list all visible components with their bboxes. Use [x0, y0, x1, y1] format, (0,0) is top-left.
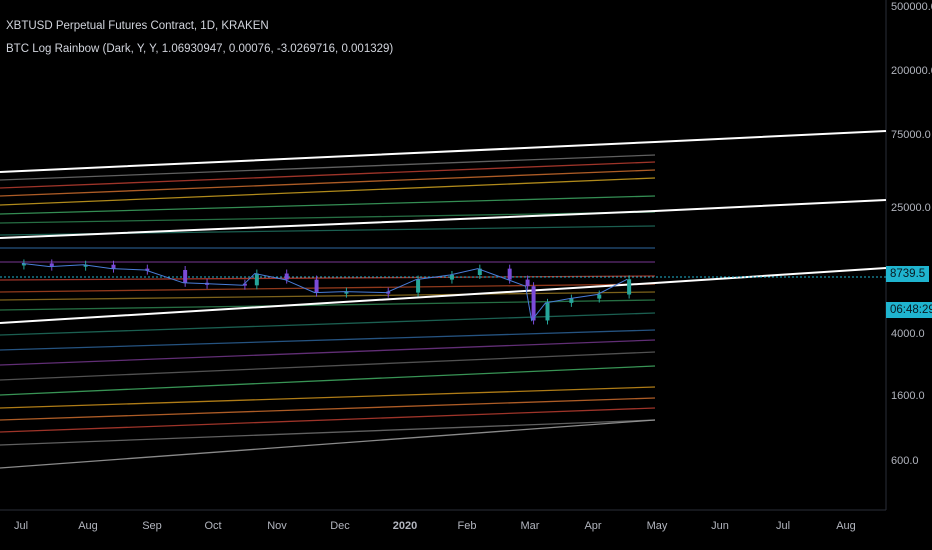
last-price-tag: 8739.5	[886, 266, 930, 282]
x-tick-label: 2020	[393, 520, 417, 532]
x-tick-label: Oct	[204, 520, 221, 532]
y-tick-label: 200000.0	[891, 65, 932, 77]
rainbow-band-line	[0, 169, 656, 197]
candle-body	[49, 263, 54, 267]
x-tick-label: Apr	[584, 520, 601, 532]
candle-body	[242, 283, 247, 286]
x-tick-label: Jul	[14, 520, 28, 532]
rainbow-band-line	[0, 154, 656, 181]
candle-body	[545, 302, 550, 321]
rainbow-band-line	[0, 339, 656, 366]
candle-body	[597, 294, 602, 299]
rainbow-band-line	[0, 329, 656, 351]
y-tick-label: 500000.0	[891, 1, 932, 13]
candle-body	[386, 291, 391, 294]
indicator-title: BTC Log Rainbow (Dark, Y, Y, 1.06930947,…	[6, 43, 394, 55]
y-tick-label: 25000.0	[891, 202, 931, 214]
log-regression-line	[0, 267, 887, 324]
price-path	[21, 262, 628, 322]
rainbow-band-line	[0, 397, 656, 421]
candle-body	[344, 291, 349, 294]
candle-body	[111, 264, 116, 269]
candle-body	[569, 298, 574, 303]
bar-countdown-tag: 06:48:29	[886, 302, 932, 318]
y-tick-label: 4000.0	[891, 328, 925, 340]
x-tick-label: Nov	[267, 520, 287, 532]
x-tick-label: Mar	[521, 520, 540, 532]
candle-body	[525, 279, 530, 287]
candle-body	[449, 274, 454, 280]
rainbow-band-line	[0, 283, 656, 293]
log-regression-line	[0, 130, 887, 173]
x-tick-label: Dec	[330, 520, 350, 532]
rainbow-band-line	[0, 195, 656, 215]
rainbow-band-line	[0, 419, 656, 446]
x-tick-label: Jul	[776, 520, 790, 532]
candle-body	[254, 273, 259, 286]
rainbow-band-line	[0, 407, 656, 433]
candle-body	[477, 268, 482, 275]
x-tick-label: Sep	[142, 520, 162, 532]
symbol-title: XBTUSD Perpetual Futures Contract, 1D, K…	[6, 20, 269, 32]
rainbow-band-line	[0, 351, 656, 381]
candle-body	[21, 263, 26, 266]
log-regression-line	[0, 199, 887, 239]
x-tick-label: May	[647, 520, 668, 532]
rainbow-band-line	[0, 291, 656, 301]
candle-body	[531, 286, 536, 321]
x-tick-label: Aug	[78, 520, 98, 532]
rainbow-band-line	[0, 419, 656, 469]
rainbow-band-line	[0, 299, 656, 311]
y-tick-label: 75000.0	[891, 129, 931, 141]
candle-body	[416, 279, 421, 293]
x-tick-label: Jun	[711, 520, 729, 532]
rainbow-band-line	[0, 386, 656, 409]
x-tick-label: Feb	[458, 520, 477, 532]
candle-body	[507, 268, 512, 280]
candle-body	[284, 273, 289, 280]
rainbow-band-line	[0, 211, 656, 224]
rainbow-band-line	[0, 161, 656, 189]
x-tick-label: Aug	[836, 520, 856, 532]
y-tick-label: 1600.0	[891, 390, 925, 402]
candle-body	[183, 270, 188, 283]
rainbow-band-line	[0, 177, 656, 206]
candle-body	[145, 268, 150, 271]
rainbow-band-line	[0, 365, 656, 396]
y-tick-label: 600.0	[891, 455, 919, 467]
candle-body	[314, 279, 319, 293]
candle-body	[83, 264, 88, 267]
candle-body	[627, 279, 632, 295]
